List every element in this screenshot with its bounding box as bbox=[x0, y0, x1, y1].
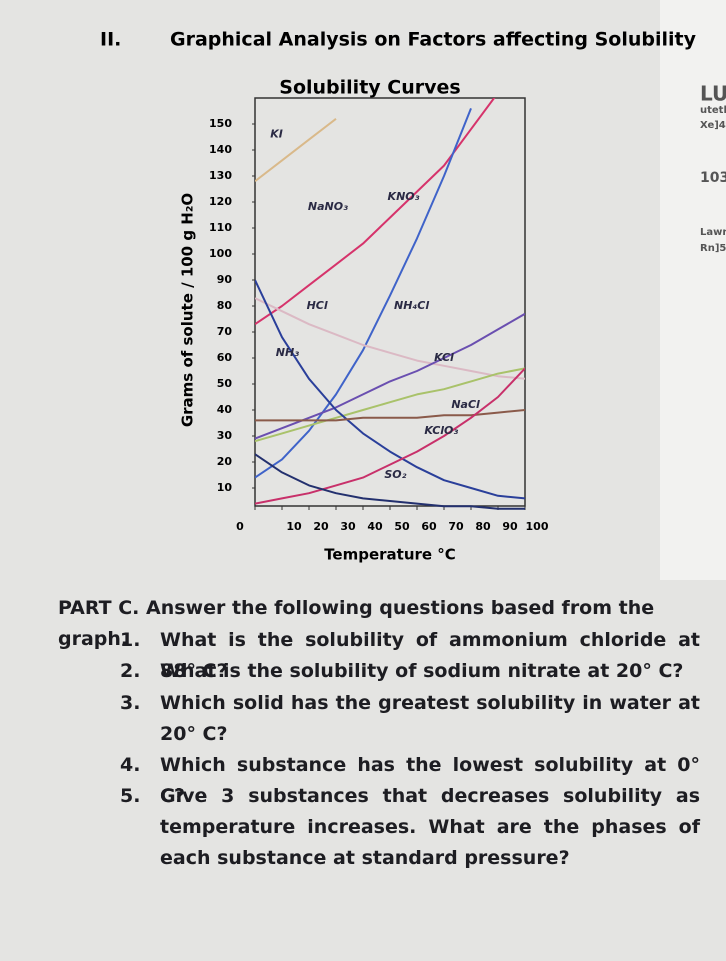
margin-page bbox=[660, 0, 726, 580]
part-heading: PART C. Answer the following questions b… bbox=[58, 597, 655, 650]
x-tick-label: 20 bbox=[313, 520, 329, 533]
margin-fragment: LU bbox=[700, 82, 726, 106]
y-tick-label: 110 bbox=[209, 221, 232, 234]
question: 3. Which solid has the greatest solubilit… bbox=[120, 688, 700, 750]
x-tick-label: 0 bbox=[236, 520, 244, 533]
y-tick-label: 60 bbox=[217, 351, 233, 364]
y-tick-label: 30 bbox=[217, 429, 233, 442]
x-tick-label: 100 bbox=[526, 520, 549, 533]
curve-label: KClO₃ bbox=[424, 424, 458, 437]
curve bbox=[255, 98, 496, 326]
question: 2. What is the solubility of sodium nitra… bbox=[120, 656, 700, 687]
y-tick-label: 150 bbox=[209, 117, 232, 130]
question-text: What is the solubility of sodium nitrate… bbox=[160, 660, 684, 682]
y-tick-label: 130 bbox=[209, 169, 232, 182]
curve bbox=[255, 279, 525, 500]
question-number: 5. bbox=[120, 785, 141, 807]
y-tick-label: 90 bbox=[217, 273, 233, 286]
y-axis-label: Grams of solute / 100 g H₂O bbox=[179, 193, 197, 427]
curve-label: KI bbox=[270, 127, 283, 140]
question-number: 3. bbox=[120, 692, 141, 714]
x-tick-label: 30 bbox=[340, 520, 356, 533]
chart: II. Graphical Analysis on Factors affect… bbox=[100, 0, 726, 580]
margin-fragment: Lawr bbox=[700, 227, 726, 238]
curves bbox=[255, 98, 525, 510]
question-number: 4. bbox=[120, 754, 141, 776]
question-text: What is the solubility of ammonium chlor… bbox=[160, 629, 700, 682]
y-tick-label: 40 bbox=[217, 403, 233, 416]
question-text: Which substance has the lowest solubilit… bbox=[160, 754, 700, 807]
y-tick-label: 80 bbox=[217, 299, 233, 312]
curve-label: HCl bbox=[307, 299, 328, 312]
question: 5. Give 3 substances that decreases solub… bbox=[120, 781, 700, 874]
x-tick-label: 10 bbox=[286, 520, 302, 533]
question-text: Which solid has the greatest solubility … bbox=[160, 692, 700, 745]
x-tick-label: 60 bbox=[421, 520, 437, 533]
margin-fragment: utetlur bbox=[700, 105, 726, 116]
margin-fragment: Xe]4f bbox=[700, 120, 726, 131]
curve bbox=[255, 297, 525, 380]
header-number: II. bbox=[100, 29, 121, 51]
curve-label: NaNO₃ bbox=[308, 200, 348, 213]
margin-fragment: Rn]5 bbox=[700, 243, 726, 254]
y-tick-label: 140 bbox=[209, 143, 232, 156]
header-title: Graphical Analysis on Factors affecting … bbox=[170, 29, 697, 51]
chart-title: Solubility Curves bbox=[279, 77, 460, 99]
y-tick-label: 10 bbox=[217, 481, 233, 494]
margin-fragment: 103 bbox=[700, 170, 726, 186]
y-tick-label: 50 bbox=[217, 377, 233, 390]
curve-label: KNO₃ bbox=[388, 190, 420, 203]
curve bbox=[255, 367, 525, 443]
curve-label: NH₄Cl bbox=[394, 299, 429, 312]
x-tick-label: 40 bbox=[367, 520, 383, 533]
curve bbox=[255, 118, 337, 182]
y-tick-label: 70 bbox=[217, 325, 233, 338]
curve bbox=[255, 409, 525, 422]
x-axis-label: Temperature °C bbox=[324, 546, 456, 564]
curve bbox=[255, 367, 525, 505]
question: 1. What is the solubility of ammonium chl… bbox=[120, 625, 700, 687]
y-tick-label: 100 bbox=[209, 247, 232, 260]
x-tick-label: 70 bbox=[448, 520, 464, 533]
curve bbox=[255, 453, 525, 510]
curve-label: KCl bbox=[434, 351, 454, 364]
x-tick-label: 50 bbox=[394, 520, 410, 533]
question-number: 1. bbox=[120, 629, 141, 651]
curve-label: NaCl bbox=[451, 398, 480, 411]
y-tick-label: 120 bbox=[209, 195, 232, 208]
question-number: 2. bbox=[120, 660, 141, 682]
question-text: Give 3 substances that decreases solubil… bbox=[160, 785, 700, 869]
curve-label: SO₂ bbox=[384, 468, 406, 481]
x-tick-label: 90 bbox=[502, 520, 518, 533]
curve bbox=[255, 108, 472, 479]
question: 4. Which substance has the lowest solubil… bbox=[120, 750, 700, 812]
y-tick-label: 20 bbox=[217, 455, 233, 468]
curve-label: NH₃ bbox=[276, 346, 299, 359]
x-tick-label: 80 bbox=[475, 520, 491, 533]
